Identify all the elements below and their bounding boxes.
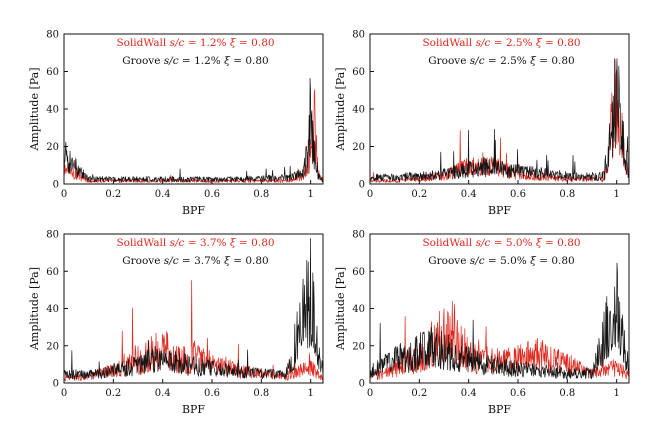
legend-groove: Groove s/c = 3.7% ξ = 0.80 (122, 255, 269, 267)
x-tick-label: 0.6 (204, 388, 220, 399)
x-tick-label: 0 (367, 388, 373, 399)
y-axis-label: Amplitude [Pa] (28, 67, 41, 151)
x-tick-label: 1 (307, 189, 313, 200)
x-tick-label: 0.8 (559, 388, 575, 399)
y-tick-label: 20 (46, 142, 59, 153)
y-tick-label: 20 (352, 142, 365, 153)
x-tick-label: 1 (613, 388, 619, 399)
legend-groove: Groove s/c = 5.0% ξ = 0.80 (428, 255, 575, 267)
x-tick-label: 0.6 (204, 189, 220, 200)
panel-3: 0 0.2 0.4 0.6 0.8 1 0 20 40 60 80 BPF Amplitude [Pa]… (28, 230, 324, 416)
y-tick-label: 80 (352, 30, 365, 41)
y-tick-label: 60 (46, 67, 59, 78)
x-tick-label: 0 (61, 388, 67, 399)
x-tick-label: 0.4 (461, 189, 477, 200)
y-tick-label: 60 (352, 267, 365, 278)
x-tick-label: 0.6 (510, 189, 526, 200)
y-tick-label: 60 (352, 67, 365, 78)
y-tick-label: 0 (359, 379, 365, 390)
x-tick-label: 0.2 (105, 388, 121, 399)
x-tick-label: 0.4 (155, 189, 171, 200)
y-tick-label: 0 (359, 180, 365, 191)
x-tick-label: 0 (61, 189, 67, 200)
legend-solidwall: SolidWall s/c = 5.0% ξ = 0.80 (422, 237, 580, 249)
y-tick-label: 0 (53, 379, 59, 390)
series-solidwall-line (63, 89, 324, 184)
series-groove-line (369, 262, 630, 380)
x-tick-label: 1 (613, 189, 619, 200)
y-tick-label: 40 (46, 304, 59, 315)
legend-groove: Groove s/c = 2.5% ξ = 0.80 (428, 55, 575, 67)
y-tick-label: 40 (352, 105, 365, 116)
y-axis-label: Amplitude [Pa] (334, 67, 347, 151)
x-axis-label: BPF (182, 403, 205, 416)
x-tick-label: 0.6 (510, 388, 526, 399)
y-tick-label: 60 (46, 267, 59, 278)
y-tick-label: 80 (352, 230, 365, 241)
panel-2: 0 0.2 0.4 0.6 0.8 1 0 20 40 60 80 BPF Amplitude [Pa]… (334, 30, 630, 217)
panel-1: 0 0.2 0.4 0.6 0.8 1 0 20 40 60 80 BPF Amplitude [Pa]… (28, 30, 324, 217)
x-tick-label: 0.8 (559, 189, 575, 200)
legend-groove: Groove s/c = 1.2% ξ = 0.80 (122, 55, 269, 67)
y-tick-label: 0 (53, 180, 59, 191)
x-tick-label: 1 (307, 388, 313, 399)
y-tick-label: 80 (46, 230, 59, 241)
legend-solidwall: SolidWall s/c = 1.2% ξ = 0.80 (116, 37, 274, 49)
series-groove-line (369, 58, 630, 182)
y-axis-label: Amplitude [Pa] (334, 267, 347, 351)
y-tick-label: 40 (352, 304, 365, 315)
x-tick-label: 0 (367, 189, 373, 200)
series-solidwall-line (369, 59, 630, 184)
x-tick-label: 0.2 (105, 189, 121, 200)
x-tick-label: 0.2 (411, 388, 427, 399)
x-tick-label: 0.8 (253, 189, 269, 200)
x-tick-label: 0.4 (461, 388, 477, 399)
legend-solidwall: SolidWall s/c = 3.7% ξ = 0.80 (116, 237, 274, 249)
y-tick-label: 20 (352, 341, 365, 352)
y-tick-label: 20 (46, 341, 59, 352)
panel-4: 0 0.2 0.4 0.6 0.8 1 0 20 40 60 80 BPF Amplitude [Pa]… (334, 230, 630, 416)
x-tick-label: 0.8 (253, 388, 269, 399)
x-tick-label: 0.4 (155, 388, 171, 399)
series-solidwall-line (63, 280, 324, 382)
x-axis-label: BPF (182, 204, 205, 217)
y-axis-label: Amplitude [Pa] (28, 267, 41, 351)
x-axis-label: BPF (488, 403, 511, 416)
y-tick-label: 80 (46, 30, 59, 41)
x-axis-label: BPF (488, 204, 511, 217)
y-tick-label: 40 (46, 105, 59, 116)
series-groove-line (63, 77, 324, 183)
x-tick-label: 0.2 (411, 189, 427, 200)
legend-solidwall: SolidWall s/c = 2.5% ξ = 0.80 (422, 37, 580, 49)
series-groove-line (63, 237, 324, 380)
